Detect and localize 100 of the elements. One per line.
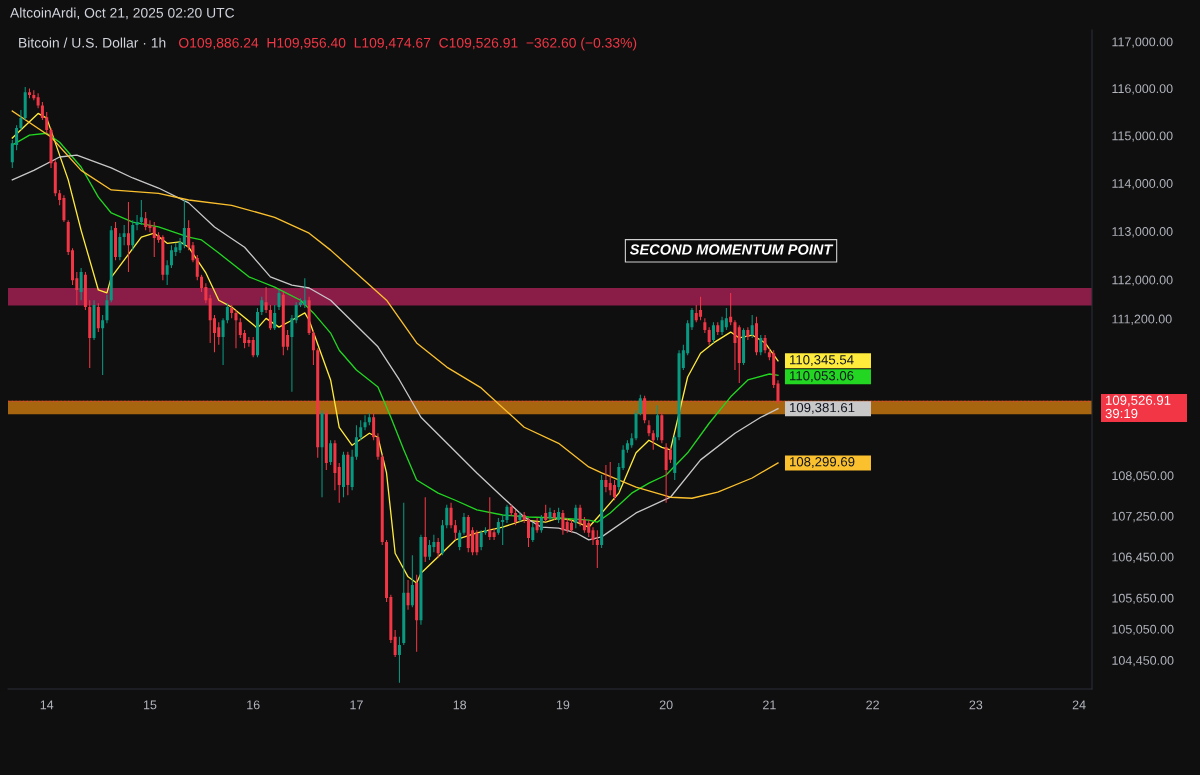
candlestick [126,201,130,272]
candlestick [574,504,578,529]
candlestick [372,413,376,441]
candlestick [109,225,113,303]
candlestick [724,308,728,331]
candlestick [699,296,703,321]
candlestick [651,430,655,450]
candlestick [716,322,720,336]
candlestick [415,574,419,652]
candlestick [656,405,660,441]
candlestick [449,502,453,529]
candlestick [294,302,298,324]
annotation: SECOND MOMENTUM POINT [629,244,834,255]
candlestick [763,335,767,354]
candlestick [531,523,535,542]
candlestick [88,300,92,369]
candlestick [402,502,406,646]
candlestick [600,474,604,549]
candlestick [303,278,307,309]
candlestick [32,90,36,101]
candlestick [342,451,346,498]
y-tick-label: 115,000.00 [1112,131,1173,142]
y-tick-label: 104,450.00 [1112,656,1174,667]
x-tick-label: 14 [40,700,54,710]
candlestick [479,530,483,551]
y-tick-label: 113,000.00 [1112,227,1173,238]
y-tick-label: 111,200.00 [1112,314,1172,325]
x-tick-label: 20 [659,700,673,710]
candlestick [410,555,414,608]
x-tick-label: 23 [969,700,983,710]
candlestick [428,539,432,560]
x-tick-label: 21 [763,700,776,710]
data-label: 110,053.06 [789,371,854,382]
candlestick [397,636,401,683]
candlestick [539,514,543,533]
y-tick-label: 107,250.00 [1112,511,1174,523]
candlestick [660,412,664,444]
candlestick [316,348,320,458]
candlestick [737,325,741,383]
candlestick [333,440,337,491]
candlestick [509,504,513,516]
x-tick-label: 18 [453,700,467,710]
candlestick [195,254,199,281]
candlestick [290,314,294,392]
x-tick-label: 16 [247,700,260,710]
y-tick-label: 112,000.00 [1112,275,1173,286]
candlestick [453,520,457,540]
candlestick [565,518,569,533]
candlestick [273,305,277,331]
candlestick [746,327,750,340]
y-tick-label: 106,450.00 [1112,552,1174,563]
text: AltcoinArdi, Oct 21, 2025 02:20 UTC [10,7,235,20]
candlestick [488,497,492,540]
candlestick [131,220,135,251]
candlestick [664,443,668,503]
x-tick-label: 24 [1072,700,1086,710]
candlestick [492,528,496,540]
candlestick [501,514,505,546]
candlestick [114,222,118,261]
candlestick [462,512,466,535]
candlestick [406,579,410,610]
candlestick [587,520,591,537]
x-tick-label: 15 [143,700,157,710]
candlestick [363,415,367,431]
candlestick [337,462,341,503]
candlestick [139,200,143,226]
candlestick [359,420,363,441]
y-tick-label: 117,000.00 [1112,37,1173,48]
candlestick [548,507,552,521]
candlestick [281,291,285,356]
candlestick [591,527,595,546]
candlestick [221,318,225,366]
candlestick [92,300,96,340]
candlestick [169,245,173,269]
candlestick [518,511,522,523]
candlestick [324,410,328,470]
candlestick [255,308,259,358]
ref-line-label: 109,526.91 39:19 [1105,395,1171,419]
candlestick [750,314,754,338]
candlestick [595,530,599,569]
candlestick [759,335,763,356]
candlestick [144,212,148,231]
candlestick [552,509,556,521]
candlestick [101,314,105,375]
x-tick-label: 22 [866,700,879,710]
candlestick [505,504,509,524]
data-label: 108,299.69 [789,457,855,468]
candlestick [729,292,733,326]
candlestick [380,454,384,546]
candlestick [307,296,311,336]
candlestick [230,305,234,319]
y-tick-label: 114,000.00 [1112,179,1173,190]
candlestick [419,534,423,625]
candlestick [320,410,324,498]
candlestick [376,433,380,460]
candlestick [251,336,255,358]
candlestick [311,330,315,366]
candlestick [28,88,32,99]
candlestick [393,630,397,658]
candlestick [436,537,440,558]
